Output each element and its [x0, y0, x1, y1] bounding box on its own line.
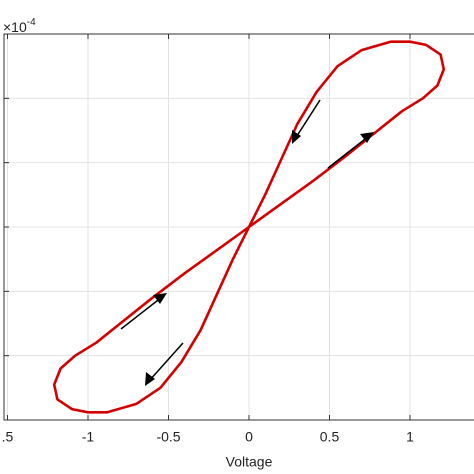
x-tick-label: .5 — [2, 429, 14, 445]
arrow — [327, 135, 370, 169]
loop-line — [52, 40, 446, 414]
multiplier-exponent: -4 — [27, 17, 36, 28]
x-axis-label: Voltage — [226, 454, 273, 470]
x-tick-label: 0 — [245, 429, 253, 445]
arrow-head — [360, 132, 374, 143]
arrows — [120, 99, 374, 386]
arrow-head — [153, 293, 167, 304]
arrow-head — [292, 130, 301, 144]
multiplier-base: ×10 — [3, 19, 27, 35]
plot-area: .5 -1 -0.5 0 0.5 1 — [2, 33, 474, 445]
y-multiplier: ×10-4 — [3, 17, 36, 35]
x-tick-label: 1 — [406, 429, 414, 445]
x-tick-label: 0.5 — [320, 429, 340, 445]
arrow — [148, 342, 184, 382]
x-tick-label: -1 — [82, 429, 95, 445]
arrow — [294, 99, 321, 140]
x-tick-label: -0.5 — [156, 429, 180, 445]
arrow-head — [145, 372, 155, 386]
arrow — [120, 296, 163, 330]
axes-frame — [3, 33, 474, 421]
